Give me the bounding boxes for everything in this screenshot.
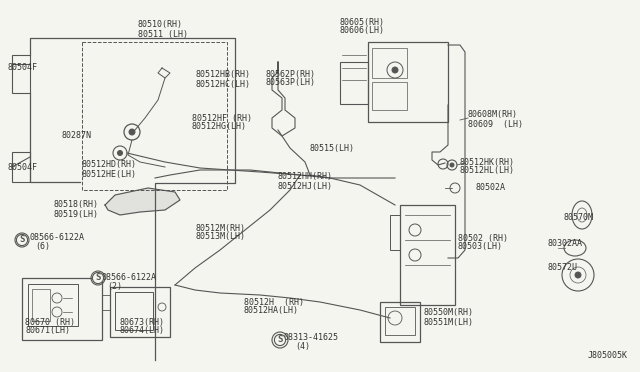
Text: 80503(LH): 80503(LH) <box>458 243 503 251</box>
Text: 80550M(RH): 80550M(RH) <box>424 308 474 317</box>
Circle shape <box>129 129 135 135</box>
Text: 80510(RH): 80510(RH) <box>138 20 183 29</box>
Text: 80570M: 80570M <box>563 214 593 222</box>
Text: 80609  (LH): 80609 (LH) <box>468 119 523 128</box>
Text: 08566-6122A: 08566-6122A <box>30 234 85 243</box>
Bar <box>385 307 415 335</box>
Bar <box>400 205 455 305</box>
Text: 80512HD(RH): 80512HD(RH) <box>82 160 137 170</box>
Text: 80563P(LH): 80563P(LH) <box>265 78 315 87</box>
Text: 80512M(RH): 80512M(RH) <box>196 224 246 232</box>
Text: 80287N: 80287N <box>62 131 92 140</box>
Text: 80608M(RH): 80608M(RH) <box>468 110 518 119</box>
Text: S: S <box>95 273 100 282</box>
Text: 80512HJ(LH): 80512HJ(LH) <box>278 182 333 190</box>
Text: 80674(LH): 80674(LH) <box>120 327 165 336</box>
Text: 80512HC(LH): 80512HC(LH) <box>196 80 251 89</box>
Text: 80551M(LH): 80551M(LH) <box>424 317 474 327</box>
Text: 80515(LH): 80515(LH) <box>310 144 355 153</box>
Circle shape <box>392 67 398 73</box>
Text: 80512HL(LH): 80512HL(LH) <box>460 167 515 176</box>
Text: 80512H  (RH): 80512H (RH) <box>244 298 304 307</box>
Text: 80519(LH): 80519(LH) <box>53 209 98 218</box>
Text: (6): (6) <box>35 243 50 251</box>
Bar <box>372 48 407 78</box>
Bar <box>380 302 420 342</box>
Circle shape <box>450 163 454 167</box>
Circle shape <box>118 151 122 155</box>
Text: S: S <box>277 336 283 344</box>
Text: 80670 (RH): 80670 (RH) <box>25 317 75 327</box>
Text: (2): (2) <box>107 282 122 291</box>
Text: 80504F: 80504F <box>8 164 38 173</box>
Text: 80673(RH): 80673(RH) <box>120 317 165 327</box>
Text: S: S <box>19 235 25 244</box>
Bar <box>390 215 400 250</box>
Polygon shape <box>105 188 180 215</box>
Text: (4): (4) <box>295 343 310 352</box>
Text: 80605(RH): 80605(RH) <box>340 17 385 26</box>
Bar <box>340 62 368 104</box>
Text: 80512HE(LH): 80512HE(LH) <box>82 170 137 179</box>
Circle shape <box>575 272 581 278</box>
Text: 80562P(RH): 80562P(RH) <box>265 70 315 78</box>
Bar <box>22 278 102 340</box>
Text: 80504F: 80504F <box>8 64 38 73</box>
Text: 80502 (RH): 80502 (RH) <box>458 234 508 243</box>
Text: 80512HA(LH): 80512HA(LH) <box>244 307 299 315</box>
Text: 80512HK(RH): 80512HK(RH) <box>460 157 515 167</box>
Text: 80671(LH): 80671(LH) <box>25 327 70 336</box>
Text: 80512HH(RH): 80512HH(RH) <box>278 173 333 182</box>
Bar <box>115 292 153 330</box>
Text: 80512HB(RH): 80512HB(RH) <box>196 71 251 80</box>
Text: 80512HF (RH): 80512HF (RH) <box>192 113 252 122</box>
Bar <box>372 82 407 110</box>
Text: 80606(LH): 80606(LH) <box>340 26 385 35</box>
Text: 80302AA: 80302AA <box>548 240 583 248</box>
Text: 08313-41625: 08313-41625 <box>283 334 338 343</box>
Bar <box>110 287 170 337</box>
Bar <box>82 42 227 190</box>
Text: 80513M(LH): 80513M(LH) <box>196 232 246 241</box>
Text: 08566-6122A: 08566-6122A <box>102 273 157 282</box>
Bar <box>28 284 78 326</box>
Bar <box>12 152 30 182</box>
Text: 80511 (LH): 80511 (LH) <box>138 29 188 38</box>
Text: 80502A: 80502A <box>476 183 506 192</box>
Text: 80572U: 80572U <box>548 263 578 273</box>
Bar <box>32 289 50 321</box>
Bar <box>368 42 448 122</box>
Text: J805005K: J805005K <box>588 351 628 360</box>
Text: 80512HG(LH): 80512HG(LH) <box>192 122 247 131</box>
Text: 80518(RH): 80518(RH) <box>53 201 98 209</box>
Bar <box>12 55 30 93</box>
